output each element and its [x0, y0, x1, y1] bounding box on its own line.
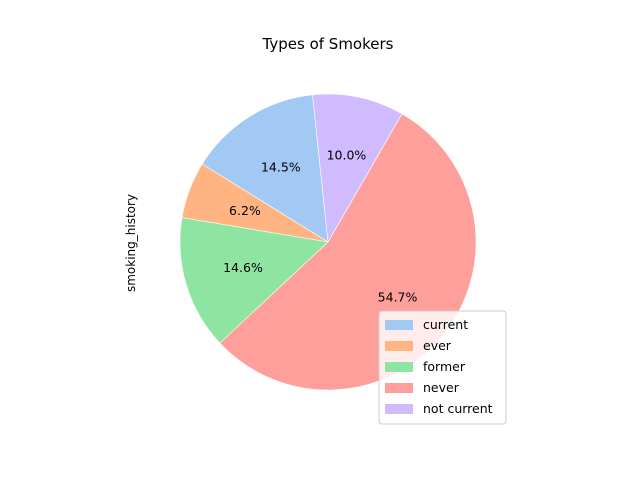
legend-swatch-never [385, 383, 413, 393]
legend-label-never: never [423, 380, 460, 395]
legend-label-current: current [423, 317, 468, 332]
pie-slice-former [179, 217, 329, 344]
legend-swatch-ever [385, 341, 413, 351]
legend-label-ever: ever [423, 338, 452, 353]
pct-label-never: 54.7% [378, 290, 418, 305]
pct-label-not-current: 10.0% [327, 148, 367, 163]
pie-slice-not-current [312, 93, 403, 243]
pct-label-ever: 6.2% [229, 203, 261, 218]
legend-swatch-current [385, 320, 413, 330]
percentage-labels: 14.5% 6.2% 14.6% 54.7% 10.0% [223, 148, 417, 305]
y-axis-label: smoking_history [124, 194, 138, 292]
legend-swatch-former [385, 362, 413, 372]
chart-title: Types of Smokers [262, 35, 394, 53]
legend-swatch-not-current [385, 404, 413, 414]
pct-label-former: 14.6% [223, 260, 263, 275]
pct-label-current: 14.5% [261, 159, 301, 174]
pie-slice-current [201, 94, 329, 243]
legend-label-former: former [423, 359, 466, 374]
legend-frame [378, 310, 507, 425]
legend-label-not-current: not current [423, 401, 493, 416]
legend: current ever former never not current [378, 310, 507, 425]
